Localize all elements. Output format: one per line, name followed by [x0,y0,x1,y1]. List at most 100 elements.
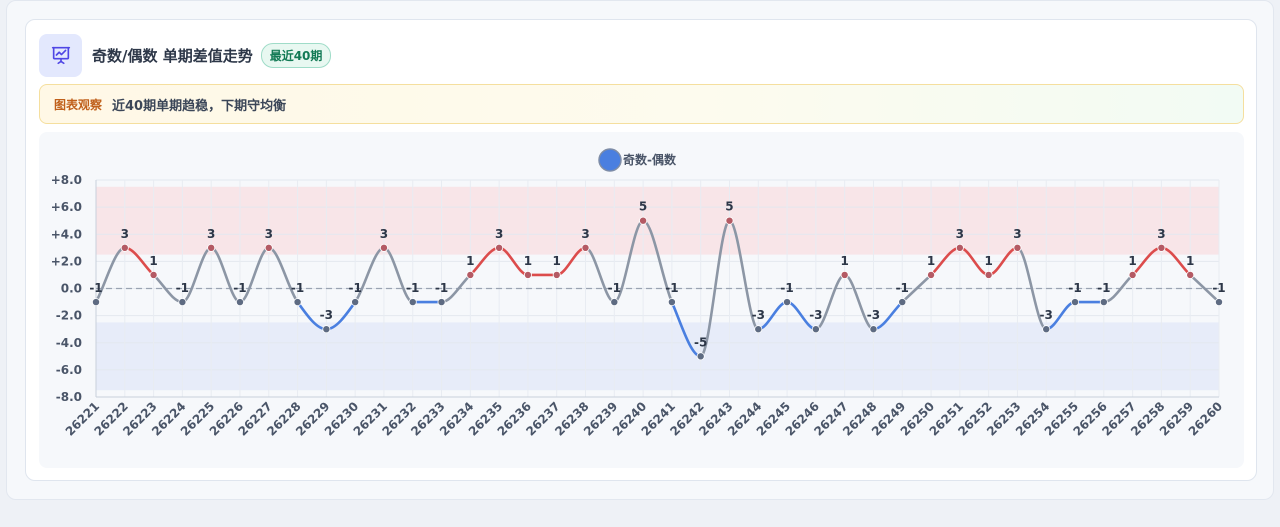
data-label: -3 [809,308,822,322]
data-label: -1 [291,281,304,295]
data-label: 3 [495,227,503,241]
data-label: -3 [320,308,333,322]
data-label: 1 [1128,254,1136,268]
data-label: 3 [380,227,388,241]
data-point [811,325,820,334]
data-point [667,298,676,307]
data-label: -1 [1068,281,1081,295]
data-label: -1 [608,281,621,295]
period-badge: 最近40期 [260,42,332,68]
data-point [523,270,532,279]
data-label: 1 [984,254,992,268]
y-tick-label: -2.0 [56,309,82,323]
y-tick-label: -4.0 [56,336,82,350]
data-point [120,243,129,252]
data-point [207,243,216,252]
data-label: 3 [121,227,129,241]
data-point [92,298,101,307]
data-label: -1 [89,281,102,295]
data-point [1157,243,1166,252]
data-label: 3 [1013,227,1021,241]
legend-label: 奇数-偶数 [623,152,677,167]
data-label: -1 [896,281,909,295]
data-point [466,270,475,279]
series-line-segment [699,219,731,358]
data-point [322,325,331,334]
data-label: 1 [840,254,848,268]
data-label: -1 [780,281,793,295]
legend-marker [598,148,622,172]
data-point [696,352,705,361]
data-point [581,243,590,252]
data-point [1013,243,1022,252]
data-point [552,270,561,279]
data-label: 3 [956,227,964,241]
data-label: -1 [435,281,448,295]
data-point [235,298,244,307]
data-point [1186,270,1195,279]
data-point [610,298,619,307]
line-chart: +8.0+6.0+4.0+2.00.0-2.0-4.0-6.0-8.026221… [51,148,1226,439]
data-label: 5 [725,200,733,214]
card-header: 奇数/偶数 单期差值走势 最近40期 [39,33,332,77]
observation-banner: 图表观察 近40期单期趋稳，下期守均衡 [39,84,1244,124]
chart-card: 奇数/偶数 单期差值走势 最近40期 图表观察 近40期单期趋稳，下期守均衡 +… [25,19,1257,481]
series-line-segment [728,219,760,331]
observation-label: 图表观察 [54,97,103,112]
data-label: -1 [176,281,189,295]
data-point [495,243,504,252]
data-point [264,243,273,252]
data-point [955,243,964,252]
data-point [178,298,187,307]
series-line-segment [1016,246,1048,331]
y-tick-label: -8.0 [56,390,82,404]
data-point [639,216,648,225]
data-point [725,216,734,225]
series-line-segment [613,219,645,304]
y-tick-label: +2.0 [51,254,82,268]
data-point [1128,270,1137,279]
data-point [1042,325,1051,334]
chart-title: 奇数/偶数 单期差值走势 [92,46,253,65]
y-tick-label: +4.0 [51,227,82,241]
observation-text: 近40期单期趋稳，下期守均衡 [112,98,287,114]
data-point [1215,298,1224,307]
data-label: 1 [524,254,532,268]
band-positive [96,186,1219,255]
data-point [898,298,907,307]
presentation-chart-icon [39,33,82,77]
data-point [840,270,849,279]
data-label: -3 [1040,308,1053,322]
data-label: 1 [466,254,474,268]
data-point [1099,298,1108,307]
data-point [437,298,446,307]
data-label: -1 [665,281,678,295]
data-label: 1 [553,254,561,268]
data-label: -1 [1212,281,1225,295]
data-label: -1 [233,281,246,295]
y-tick-label: +8.0 [51,173,82,187]
data-label: 1 [149,254,157,268]
data-label: -5 [694,335,707,349]
data-label: 3 [581,227,589,241]
data-point [754,325,763,334]
data-point [408,298,417,307]
data-point [869,325,878,334]
data-label: 1 [1186,254,1194,268]
data-point [927,270,936,279]
data-label: -1 [1097,281,1110,295]
data-point [351,298,360,307]
data-label: -3 [752,308,765,322]
data-label: 5 [639,200,647,214]
y-tick-label: +6.0 [51,200,82,214]
data-point [984,270,993,279]
data-label: -3 [867,308,880,322]
chart-panel: +8.0 +6.0 +4.0 +2.0 0.0 -2.0 -4.0 -6.0 -8.0 26221… [39,132,1244,468]
data-label: -1 [348,281,361,295]
y-tick-label: -6.0 [56,363,82,377]
data-point [379,243,388,252]
data-label: 3 [1157,227,1165,241]
data-point [293,298,302,307]
data-point [149,270,158,279]
data-label: -1 [406,281,419,295]
